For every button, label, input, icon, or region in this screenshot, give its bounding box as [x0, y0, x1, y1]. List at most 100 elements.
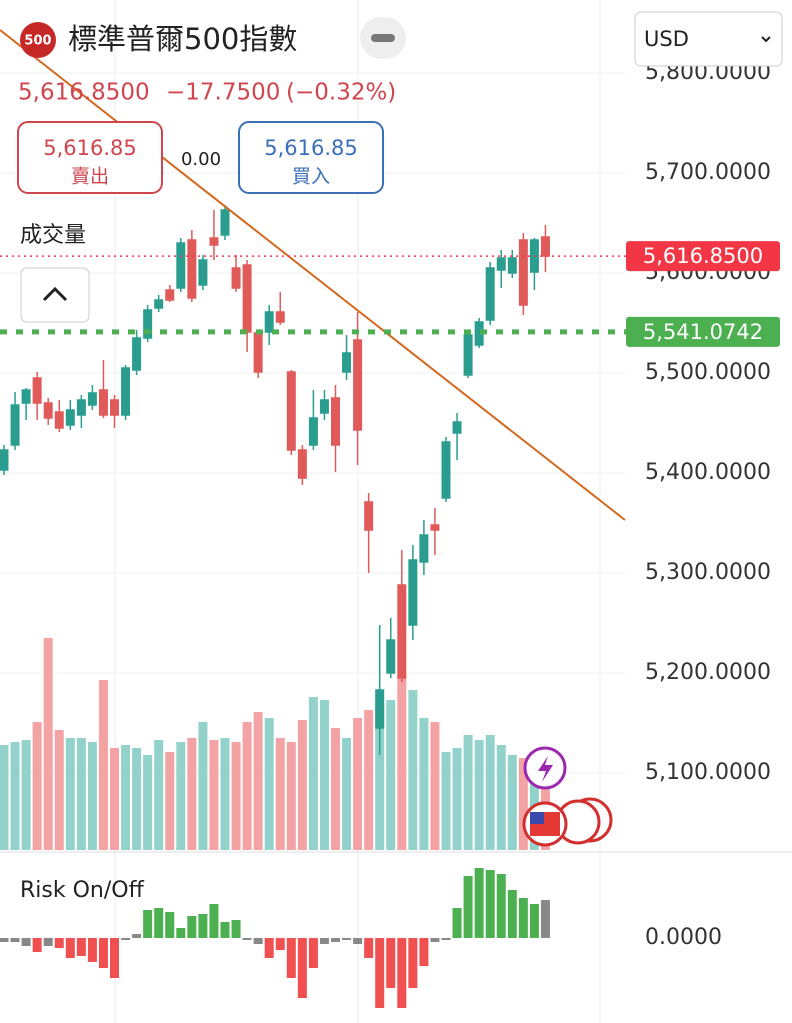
indicator-bar: [485, 870, 495, 938]
volume-label: 成交量: [20, 223, 86, 248]
candle-body: [21, 389, 31, 404]
indicator-bar: [264, 938, 274, 958]
volume-bar: [452, 748, 462, 850]
candle-body: [110, 399, 119, 416]
volume-bar: [507, 755, 517, 850]
indicator-bar: [275, 938, 285, 950]
indicator-bar: [452, 908, 462, 938]
instrument-title: 標準普爾500指數: [68, 22, 297, 56]
flash-symbol: [538, 756, 553, 782]
volume-bar: [529, 752, 539, 850]
indicator-bar: [353, 938, 363, 944]
spread: 0.00: [181, 149, 221, 170]
indicator-bar: [76, 938, 86, 956]
indicator-bar: [386, 938, 396, 988]
volume-bar: [364, 710, 374, 850]
candle-body: [319, 399, 329, 414]
sell-price: 5,616.85: [43, 136, 137, 160]
candle-body: [353, 339, 363, 431]
volume-bar: [121, 745, 131, 850]
volume-bar: [87, 742, 97, 850]
volume-bar: [397, 675, 407, 850]
indicator-bar: [419, 938, 429, 966]
candle-body: [98, 389, 108, 416]
indicator-bar: [165, 912, 175, 938]
collapse-button[interactable]: [20, 267, 90, 323]
candle-body: [253, 332, 263, 373]
indicator-bar: [132, 934, 142, 938]
volume-bar: [0, 745, 9, 850]
volume-bar: [198, 722, 208, 850]
candle-body: [187, 239, 197, 299]
indicator-bar: [474, 868, 484, 938]
indicator-bar: [463, 876, 473, 938]
indicator-bar: [209, 904, 219, 938]
volume-bar: [474, 740, 484, 850]
indicator-bar: [220, 922, 230, 938]
candle-body: [507, 257, 517, 274]
candle-body: [430, 524, 440, 531]
volume-bar: [154, 740, 164, 850]
badge-text: 500: [24, 34, 51, 49]
indicator-title: Risk On/Off: [20, 878, 145, 903]
badge: [20, 22, 56, 58]
indicator-bar: [441, 938, 451, 940]
indicator-bar: [529, 904, 539, 938]
candle-body: [54, 411, 64, 429]
volume-bar: [408, 690, 418, 850]
candle-body: [463, 334, 473, 376]
candle-body: [143, 309, 153, 339]
volume-bar: [430, 722, 440, 850]
candle-body: [408, 559, 418, 626]
candle-body: [286, 371, 296, 451]
candle-body: [496, 257, 506, 271]
volume-bar: [21, 740, 31, 850]
indicator-bar: [176, 928, 186, 938]
candle-body: [43, 402, 53, 419]
volume-bar: [441, 752, 451, 850]
menu-pill-bar: [371, 34, 395, 42]
candle-body: [32, 377, 42, 404]
candle-body: [65, 409, 75, 426]
candle-body: [198, 259, 208, 286]
indicator-bar: [87, 938, 97, 962]
currency-select[interactable]: [634, 11, 783, 67]
candle-body: [375, 689, 385, 729]
candle-body: [397, 584, 407, 679]
volume-bar: [209, 740, 219, 850]
sell-button[interactable]: [17, 121, 163, 194]
candle-body: [485, 267, 495, 321]
indicator-bar: [242, 938, 252, 940]
volume-bar: [496, 745, 506, 850]
collapse-caret: [42, 286, 68, 302]
indicator-bar: [98, 938, 108, 968]
candle-body: [242, 264, 252, 333]
candle-body: [275, 311, 285, 323]
indicator-bar: [253, 938, 263, 944]
indicator-bar: [198, 914, 208, 938]
volume-bar: [43, 638, 53, 850]
indicator-bar: [331, 938, 340, 942]
volume-bar: [297, 720, 307, 850]
candle-body: [231, 267, 241, 289]
volume-bar: [187, 738, 197, 850]
volume-bar: [231, 742, 241, 850]
y-tick-label: 0.0000: [645, 925, 722, 950]
indicator-bar: [187, 916, 197, 938]
volume-bar: [253, 712, 263, 850]
indicator-bar: [231, 920, 241, 938]
candle-body: [540, 236, 550, 257]
indicator-bar: [342, 938, 352, 940]
candle-body: [87, 392, 97, 406]
y-tick-label: 5,100.0000: [645, 760, 771, 785]
select-chevron: [761, 36, 771, 43]
candle-body: [10, 404, 20, 446]
volume-bar: [264, 718, 274, 850]
volume-bar: [518, 758, 528, 850]
candle-body: [76, 399, 86, 416]
indicator-bar: [54, 938, 64, 948]
indicator-bar: [430, 938, 440, 942]
buy-button[interactable]: [238, 121, 384, 194]
indicator-bar: [0, 938, 9, 942]
